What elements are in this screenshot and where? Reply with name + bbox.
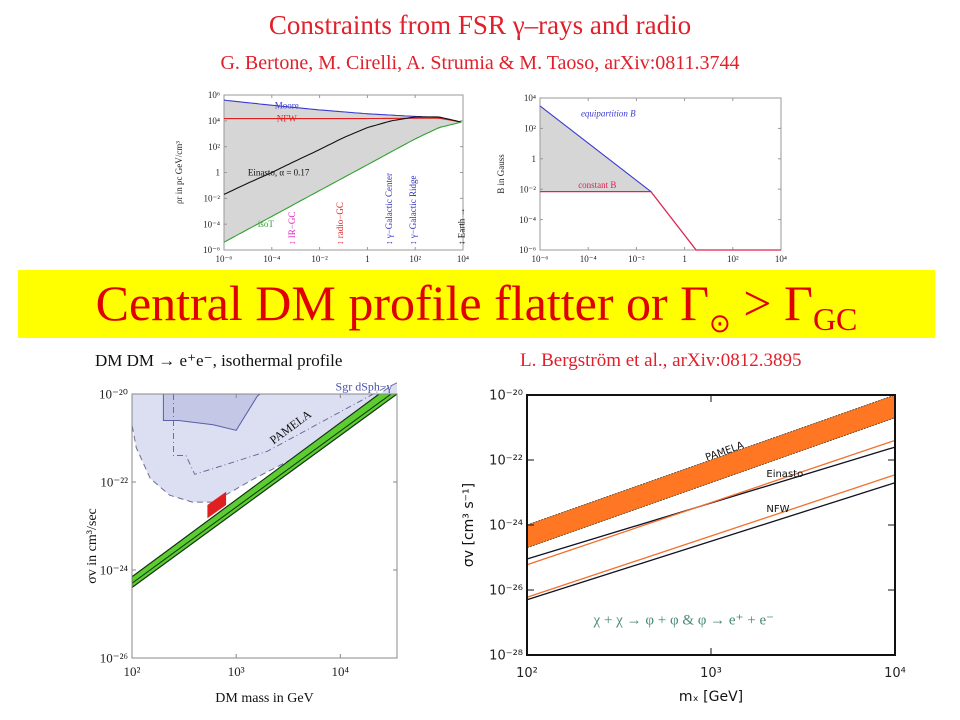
y-tick-label: 10⁻²⁰: [99, 387, 128, 402]
x-tick-label: 10⁻⁶: [532, 254, 549, 264]
plot-frame: [539, 97, 782, 251]
series-line-einasto: [223, 116, 462, 195]
y-axis-label: σv [cm³ s⁻¹]: [461, 483, 477, 567]
y-tick-label: 1: [216, 168, 221, 178]
series-line-einastoorange: [526, 439, 896, 566]
y-tick-label: 10⁻²²: [489, 454, 523, 469]
y-tick-label: 10²: [208, 142, 220, 152]
series-line-constant-b: [540, 190, 781, 251]
x-tick-label: 10²: [409, 254, 421, 264]
y-tick-label: 10⁴: [524, 93, 536, 103]
label-isot: isoT: [258, 219, 275, 229]
y-tick-label: 10⁻²: [204, 193, 221, 203]
x-tick-label: 10⁻⁴: [580, 254, 597, 264]
annotation-galacticridge: ↕ γ−Galactic Ridge: [408, 175, 418, 245]
y-axis-label: B in Gauss: [496, 154, 506, 194]
x-tick-label: 1: [365, 254, 370, 264]
y-tick-label: 10⁴: [208, 116, 220, 126]
label-constant-b: constant B: [578, 180, 616, 190]
chart-magnetic-field: 10⁻⁶ 10⁻⁴ 10⁻² 1 10² 10⁴ 10⁴ 10² 1 10⁻² 10⁻⁴ 10⁻⁶ eq…: [496, 93, 787, 264]
label-moore: Moore: [275, 101, 299, 111]
x-tick-label: 10³: [228, 664, 245, 679]
y-tick-label: 10⁻²⁴: [489, 519, 523, 534]
conclusion-banner: Central DM profile flatter or Γ⊙ > ΓGC: [18, 270, 935, 338]
y-tick-label: 10⁻⁶: [203, 245, 220, 255]
band-pamela-inner: [132, 394, 392, 584]
label-equipartition: equipartition B: [581, 109, 636, 119]
y-tick-label: 10⁻²⁰: [489, 389, 523, 404]
banner-text: Central DM profile flatter or Γ⊙ > ΓGC: [18, 270, 935, 338]
chart-density-profiles: 10⁻⁶ 10⁻⁴ 10⁻² 1 10² 10⁴ 10⁶ 10⁴ 10² 1 10⁻² 10⁻⁴ 10⁻…: [174, 90, 469, 264]
band-pamela: [526, 394, 896, 549]
x-axis-label: mₓ [GeV]: [679, 689, 743, 705]
process-annotation: χ + χ → φ + φ & φ → e⁺ + e⁻: [593, 613, 774, 629]
series-line-nfw: [224, 117, 462, 123]
annotation-irgc: ↕ IR−GC: [287, 212, 297, 245]
annotation-earth: ↕ Earth →: [456, 208, 466, 246]
band-pamela: [132, 394, 397, 589]
x-tick-label: 10⁴: [332, 664, 350, 679]
label-sgr-dsph: Sgr dSph−γ: [336, 380, 393, 393]
band-pamela-preferred: [207, 491, 227, 519]
y-tick-label: 10⁻²⁴: [100, 563, 129, 578]
series-line-equipartition-b: [539, 105, 652, 193]
y-tick-label: 10⁻²⁶: [100, 651, 128, 666]
citation-bergstrom: L. Bergström et al., arXiv:0812.3895: [520, 350, 802, 371]
y-tick-label: 10⁻²: [520, 184, 537, 194]
x-tick-label: 10⁻⁶: [216, 254, 233, 264]
y-tick-label: 10⁻²⁸: [489, 649, 523, 664]
banner-sub: GC: [812, 301, 858, 337]
shaded-region: [224, 100, 462, 243]
y-tick-label: 10⁻⁴: [519, 215, 536, 225]
chart-pamela-bergstrom: 10² 10³ 10⁴10⁻²⁰10⁻²²10⁻²⁴10⁻²⁶10⁻²⁸PAMELA…: [461, 389, 906, 705]
x-tick-label: 10⁴: [775, 254, 787, 264]
series-line-nfw: [526, 482, 896, 601]
y-tick-label: 10²: [524, 124, 536, 134]
x-tick-label: 10³: [700, 666, 722, 681]
x-tick-label: 10⁴: [457, 254, 469, 264]
label-einasto: Einasto, α = 0.17: [248, 168, 310, 178]
y-tick-label: 1: [532, 154, 537, 164]
series-line-isot: [223, 121, 462, 243]
x-tick-label: 10²: [124, 664, 141, 679]
slide-title: Constraints from FSR γ–rays and radio: [268, 10, 692, 40]
x-tick-label: 10⁴: [884, 666, 906, 681]
annotation-radiogc: ↕ radio−GC: [335, 202, 345, 245]
label-einasto: Einasto: [766, 469, 803, 480]
y-tick-label: 10⁻²²: [100, 475, 128, 490]
y-tick-label: 10⁻⁴: [203, 219, 220, 229]
x-tick-label: 1: [682, 254, 687, 264]
y-axis-label: ρr in pc GeV/cm³: [174, 141, 184, 204]
x-axis-label: DM mass in GeV: [215, 691, 313, 706]
label-nfw: NFW: [766, 504, 789, 515]
y-tick-label: 10⁶: [208, 90, 220, 100]
x-tick-label: 10⁻²: [628, 254, 645, 264]
y-tick-label: 10⁻²⁶: [489, 584, 523, 599]
y-axis-label: σv in cm³/sec: [85, 508, 100, 584]
x-tick-label: 10²: [727, 254, 739, 264]
y-tick-label: 10⁻⁶: [519, 245, 536, 255]
sun-symbol: ⊙: [709, 309, 731, 338]
label-nfw: NFW: [277, 114, 298, 124]
x-tick-label: 10⁻⁴: [263, 254, 280, 264]
series-line-nfworange: [526, 474, 896, 598]
citation-bertone: G. Bertone, M. Cirelli, A. Strumia & M. …: [220, 52, 740, 74]
dashdot-boundary: [173, 384, 391, 475]
x-tick-label: 10²: [516, 666, 538, 681]
plot-frame: [131, 393, 398, 659]
banner-gt: > Γ: [730, 275, 813, 331]
x-tick-label: 10⁻²: [311, 254, 328, 264]
pamela-group: [132, 394, 397, 589]
banner-main: Central DM profile flatter or Γ: [95, 275, 710, 331]
annotation-galacticcenter: ↕ γ−Galactic Center: [384, 173, 394, 245]
chart-3-title: DM DM → e⁺e⁻, isothermal profile: [95, 351, 343, 370]
